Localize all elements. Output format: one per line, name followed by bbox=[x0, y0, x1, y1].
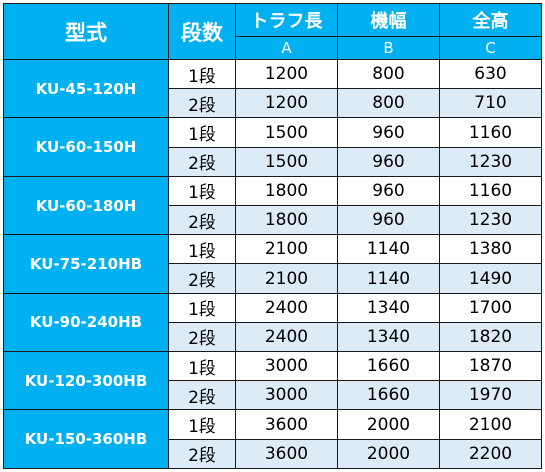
table-body: KU-45-120H 1段 1200 800 630 2段 1200 800 710 KU-60-… bbox=[3, 58, 542, 470]
model-cell: KU-60-180H bbox=[3, 175, 169, 236]
step-cell: 2段 bbox=[168, 205, 236, 236]
width-cell: 800 bbox=[337, 88, 440, 119]
table-row: 2段 1800 960 1230 bbox=[4, 205, 542, 236]
step-cell: 1段 bbox=[168, 117, 236, 148]
step-cell: 2段 bbox=[168, 88, 236, 119]
step-cell: 1段 bbox=[168, 409, 236, 440]
step-cell: 1段 bbox=[168, 234, 236, 265]
step-cell: 2段 bbox=[168, 146, 236, 177]
header-col-b: B bbox=[337, 36, 440, 60]
model-cell: KU-90-240HB bbox=[3, 292, 169, 353]
trough-length-cell: 1800 bbox=[235, 205, 338, 236]
header-steps: 段数 bbox=[168, 3, 236, 60]
table-row: KU-150-360HB 1段 3600 2000 2100 bbox=[3, 409, 542, 469]
trough-length-cell: 1800 bbox=[235, 175, 338, 207]
table-row: KU-75-210HB 1段 2100 1140 1380 bbox=[3, 234, 542, 294]
width-cell: 960 bbox=[337, 117, 440, 148]
width-cell: 1340 bbox=[337, 292, 440, 323]
width-cell: 1660 bbox=[337, 351, 440, 382]
header-trough-length: トラフ長 bbox=[235, 3, 338, 37]
header-height: 全高 bbox=[439, 3, 542, 37]
height-cell: 2100 bbox=[439, 409, 542, 440]
width-cell: 1340 bbox=[337, 321, 440, 353]
height-cell: 1490 bbox=[439, 263, 542, 294]
table-row: KU-60-180H 1段 1800 960 1160 bbox=[3, 175, 542, 236]
trough-length-cell: 1500 bbox=[235, 146, 338, 177]
step-cell: 1段 bbox=[168, 292, 236, 323]
width-cell: 1140 bbox=[337, 263, 440, 294]
table-row: 2段 2100 1140 1490 bbox=[4, 263, 542, 294]
height-cell: 2200 bbox=[439, 438, 542, 470]
step-cell: 1段 bbox=[168, 351, 236, 382]
step-cell: 2段 bbox=[168, 380, 236, 411]
width-cell: 960 bbox=[337, 146, 440, 177]
header-model: 型式 bbox=[3, 3, 169, 60]
model-cell: KU-60-150H bbox=[3, 117, 169, 177]
step-cell: 2段 bbox=[168, 438, 236, 470]
model-cell: KU-45-120H bbox=[3, 58, 169, 119]
trough-length-cell: 3000 bbox=[235, 380, 338, 411]
model-cell: KU-75-210HB bbox=[3, 234, 169, 294]
table-row: KU-90-240HB 1段 2400 1340 1700 bbox=[3, 292, 542, 353]
height-cell: 1870 bbox=[439, 351, 542, 382]
table-row: 2段 1500 960 1230 bbox=[4, 146, 542, 177]
height-cell: 1230 bbox=[439, 205, 542, 236]
height-cell: 1380 bbox=[439, 234, 542, 265]
model-cell: KU-120-300HB bbox=[3, 351, 169, 411]
width-cell: 2000 bbox=[337, 409, 440, 440]
height-cell: 1700 bbox=[439, 292, 542, 323]
height-cell: 630 bbox=[439, 58, 542, 90]
table-row: KU-120-300HB 1段 3000 1660 1870 bbox=[3, 351, 542, 411]
trough-length-cell: 3000 bbox=[235, 351, 338, 382]
trough-length-cell: 1200 bbox=[235, 88, 338, 119]
step-cell: 1段 bbox=[168, 58, 236, 90]
header-width: 機幅 bbox=[337, 3, 440, 37]
trough-length-cell: 3600 bbox=[235, 409, 338, 440]
table-row: 2段 1200 800 710 bbox=[4, 88, 542, 119]
model-cell: KU-150-360HB bbox=[3, 409, 169, 469]
step-cell: 1段 bbox=[168, 175, 236, 207]
width-cell: 960 bbox=[337, 175, 440, 207]
height-cell: 1820 bbox=[439, 321, 542, 353]
spec-table: 型式 段数 トラフ長 機幅 全高 A B C KU-45-120H 1段 1200 8… bbox=[3, 3, 542, 470]
width-cell: 1140 bbox=[337, 234, 440, 265]
table-row: KU-45-120H 1段 1200 800 630 bbox=[3, 58, 542, 119]
height-cell: 1160 bbox=[439, 175, 542, 207]
height-cell: 710 bbox=[439, 88, 542, 119]
trough-length-cell: 3600 bbox=[235, 438, 338, 470]
height-cell: 1160 bbox=[439, 117, 542, 148]
width-cell: 1660 bbox=[337, 380, 440, 411]
trough-length-cell: 2400 bbox=[235, 292, 338, 323]
trough-length-cell: 2100 bbox=[235, 263, 338, 294]
table-row: 2段 3000 1660 1970 bbox=[4, 380, 542, 411]
width-cell: 800 bbox=[337, 58, 440, 90]
trough-length-cell: 1200 bbox=[235, 58, 338, 90]
trough-length-cell: 1500 bbox=[235, 117, 338, 148]
trough-length-cell: 2100 bbox=[235, 234, 338, 265]
table-row: 2段 3600 2000 2200 bbox=[4, 438, 542, 470]
table-row: KU-60-150H 1段 1500 960 1160 bbox=[3, 117, 542, 177]
header-col-c: C bbox=[439, 36, 542, 60]
height-cell: 1970 bbox=[439, 380, 542, 411]
height-cell: 1230 bbox=[439, 146, 542, 177]
step-cell: 2段 bbox=[168, 321, 236, 353]
header-col-a: A bbox=[235, 36, 338, 60]
step-cell: 2段 bbox=[168, 263, 236, 294]
trough-length-cell: 2400 bbox=[235, 321, 338, 353]
width-cell: 2000 bbox=[337, 438, 440, 470]
table-row: 2段 2400 1340 1820 bbox=[4, 321, 542, 353]
width-cell: 960 bbox=[337, 205, 440, 236]
